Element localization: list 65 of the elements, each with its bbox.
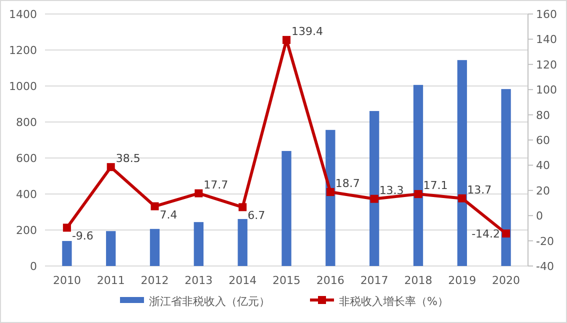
- data-label: 38.5: [116, 152, 140, 166]
- data-label: -14.2: [472, 227, 500, 240]
- point: [106, 163, 115, 172]
- legend-label: 非税收入增长率（%）: [339, 295, 448, 308]
- y2-tick-label: 100: [536, 84, 557, 97]
- point: [458, 194, 466, 202]
- data-label: 13.3: [379, 184, 404, 197]
- x-tick-label: 2013: [184, 274, 213, 287]
- point: [282, 36, 290, 44]
- y2-tick-label: 120: [536, 58, 557, 72]
- y-tick-label: 1200: [9, 44, 37, 57]
- bar: [62, 240, 72, 266]
- point: [502, 229, 510, 238]
- x-tick-label: 2014: [228, 274, 257, 287]
- point: [238, 203, 247, 212]
- bar: [282, 150, 292, 266]
- data-label: 18.7: [335, 177, 360, 190]
- y2-tick-label: -40: [536, 260, 554, 273]
- x-tick-label: 2011: [96, 274, 125, 287]
- bar: [194, 222, 204, 266]
- x-tick-label: 2010: [52, 274, 81, 287]
- point: [62, 224, 71, 232]
- x-tick-label: 2015: [272, 274, 300, 287]
- data-label: 7.4: [160, 208, 178, 222]
- y2-tick-label: 80: [536, 108, 550, 122]
- y-tick-label: 0: [30, 260, 37, 273]
- point: [194, 189, 203, 198]
- x-tick-label: 2020: [492, 274, 520, 287]
- data-label: 139.4: [292, 24, 323, 38]
- bar: [150, 228, 160, 266]
- bar: [413, 84, 424, 266]
- x-tick-label: 2016: [316, 274, 344, 287]
- point: [414, 190, 422, 198]
- data-label: 17.1: [423, 179, 448, 192]
- y2-tick-label: 160: [536, 8, 557, 21]
- data-label: 17.7: [204, 178, 228, 192]
- y2-tick-label: 0: [536, 210, 543, 223]
- y-tick-label: 400: [16, 188, 37, 201]
- x-tick-label: 2019: [448, 274, 476, 287]
- y2-tick-label: 40: [536, 159, 550, 172]
- bar: [457, 60, 467, 266]
- bar: [238, 219, 248, 266]
- y2-tick-label: 60: [536, 134, 550, 147]
- point: [150, 202, 159, 210]
- y-tick-label: 200: [16, 224, 37, 237]
- data-label: 6.7: [248, 209, 266, 222]
- y-tick-label: 1000: [9, 80, 37, 93]
- bar: [501, 89, 511, 266]
- x-tick-label: 2012: [140, 274, 169, 287]
- x-tick-label: 2017: [360, 274, 388, 287]
- point: [326, 188, 334, 196]
- y-tick-label: 1400: [9, 8, 37, 21]
- point: [370, 194, 378, 203]
- y2-tick-label: 20: [536, 184, 550, 198]
- bar: [369, 111, 380, 266]
- bar: [326, 130, 336, 266]
- x-tick-label: 2018: [404, 274, 432, 287]
- legend-label: 浙江省非税收入（亿元）: [149, 295, 270, 308]
- bar: [106, 231, 116, 266]
- y2-tick-label: 140: [536, 33, 557, 46]
- y2-tick-label: -20: [536, 234, 554, 248]
- y-tick-label: 600: [16, 152, 37, 165]
- y-tick-label: 800: [16, 116, 37, 129]
- data-label: 13.7: [467, 183, 492, 196]
- data-label: -9.6: [72, 230, 94, 243]
